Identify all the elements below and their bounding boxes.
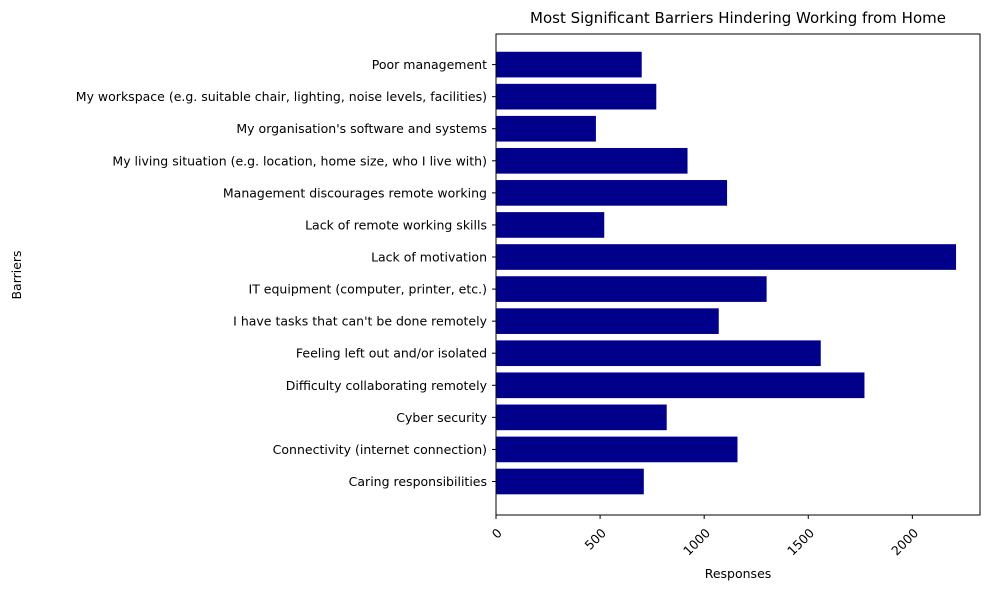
bar (496, 212, 605, 238)
bar (496, 147, 688, 174)
bar (496, 340, 821, 367)
plot-frame (495, 33, 981, 516)
x-tick-label: 500 (582, 525, 610, 553)
x-tick-label: 1000 (680, 525, 713, 558)
y-tick-label: My organisation's software and systems (236, 121, 487, 136)
y-tick-label: IT equipment (computer, printer, etc.) (249, 282, 487, 297)
y-tick-label: My living situation (e.g. location, home… (112, 153, 487, 168)
y-tick-label: My workspace (e.g. suitable chair, light… (76, 89, 487, 104)
y-tick-label: Feeling left out and/or isolated (296, 346, 487, 361)
bar (496, 308, 719, 334)
bar (496, 404, 667, 431)
bar (496, 372, 865, 399)
x-tick-label: 2000 (888, 525, 921, 558)
bar (496, 115, 596, 142)
bar (496, 83, 657, 110)
y-tick-label: Lack of motivation (371, 250, 487, 265)
y-tick-label: Difficulty collaborating remotely (286, 378, 488, 393)
x-tick-label: 0 (489, 525, 505, 541)
y-tick-label: Lack of remote working skills (305, 217, 487, 232)
bar (496, 244, 957, 270)
bar (496, 436, 738, 463)
y-tick-label: Caring responsibilities (349, 474, 487, 489)
y-tick-label: Poor management (372, 57, 487, 72)
chart-title: Most Significant Barriers Hindering Work… (530, 9, 946, 27)
y-tick-label: I have tasks that can't be done remotely (233, 314, 487, 329)
y-tick-label: Connectivity (internet connection) (273, 442, 487, 457)
bar (496, 180, 728, 206)
bar (496, 276, 767, 302)
x-axis-title: Responses (705, 566, 772, 581)
y-axis-title: Barriers (9, 250, 24, 299)
bar (496, 468, 644, 495)
x-tick-group: 0 500 1000 1500 2000 (489, 515, 921, 558)
y-tick-label: Cyber security (396, 410, 487, 425)
bars-group (496, 51, 957, 495)
y-tick-label: Management discourages remote working (223, 185, 487, 200)
x-tick-label: 1500 (784, 525, 817, 558)
y-tick-group: Caring responsibilities Connectivity (int… (76, 57, 496, 489)
bar (496, 51, 642, 78)
